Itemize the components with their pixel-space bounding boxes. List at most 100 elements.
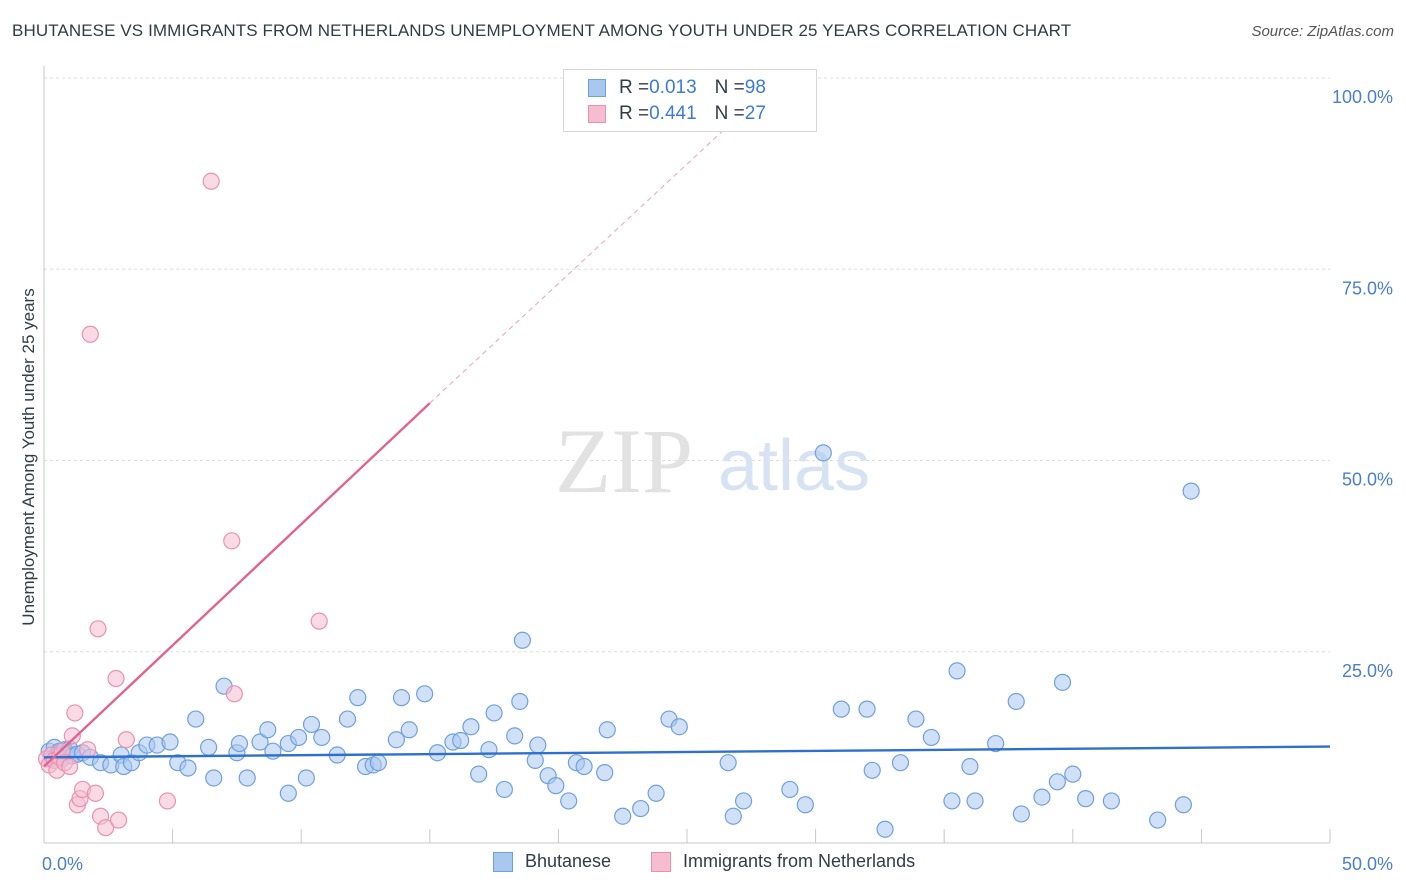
legend-swatch-blue (588, 79, 606, 97)
legend-swatch-pink (651, 851, 671, 872)
bhutanese-point (462, 718, 480, 736)
netherlands-point (66, 704, 84, 722)
y-axis-title: Unemployment Among Youth under 25 years (19, 288, 38, 625)
legend-n-value: 98 (744, 77, 766, 98)
bhutanese-point (470, 765, 488, 783)
correlation-legend: R = 0.013 N = 98 R = 0.441 N = 27 (563, 69, 817, 132)
netherlands-point (97, 819, 115, 837)
legend-r-value: 0.013 (649, 77, 697, 98)
bhutanese-point (966, 792, 984, 810)
bhutanese-point (987, 734, 1005, 753)
bhutanese-point (832, 700, 850, 718)
bhutanese-point (513, 631, 531, 649)
bhutanese-point (251, 733, 269, 751)
bhutanese-point (338, 710, 357, 728)
bhutanese-point (290, 728, 308, 747)
bhutanese-point (428, 744, 447, 762)
netherlands-point (61, 757, 79, 776)
bhutanese-trend-line (43, 745, 1331, 759)
bhutanese-point (349, 689, 367, 707)
bhutanese-point (179, 759, 197, 777)
bhutanese-point (1102, 792, 1120, 810)
bhutanese-point (1077, 790, 1095, 808)
bhutanese-point (1149, 811, 1167, 829)
bhutanese-point (302, 715, 321, 734)
netherlands-point (81, 325, 99, 343)
bhutanese-point (647, 784, 665, 802)
bhutanese-point (511, 692, 529, 711)
bhutanese-point (575, 757, 593, 776)
chart-title: BHUTANESE VS IMMIGRANTS FROM NETHERLANDS… (12, 21, 1072, 40)
bhutanese-point (734, 792, 753, 810)
watermark-atlas: atlas (718, 426, 870, 506)
bhutanese-point (614, 807, 632, 825)
trend-lines (43, 115, 1331, 768)
data-points (37, 172, 1200, 838)
bhutanese-point (485, 704, 503, 722)
legend-r-value: 0.441 (649, 103, 697, 124)
bhutanese-point (369, 754, 387, 772)
bhutanese-point (596, 764, 614, 782)
x-tick-label: 50.0% (1342, 854, 1393, 874)
bhutanese-point (922, 728, 940, 747)
bhutanese-point (858, 700, 876, 718)
netherlands-point (117, 731, 135, 749)
bhutanese-point (961, 757, 979, 776)
bhutanese-point (392, 689, 411, 707)
bhutanese-point (495, 780, 513, 799)
bhutanese-point (279, 784, 297, 802)
netherlands-point (79, 741, 97, 759)
legend-row-netherlands: R = 0.441 N = 27 (588, 102, 766, 126)
bhutanese-point (297, 769, 315, 787)
bhutanese-point (547, 777, 565, 795)
bhutanese-point (187, 710, 205, 728)
bhutanese-point (560, 792, 578, 810)
legend-n-label: N = (714, 77, 745, 98)
bhutanese-point (943, 792, 961, 810)
legend-r-label: R = (619, 103, 650, 124)
legend-item-bhutanese[interactable]: Bhutanese (493, 851, 611, 872)
legend-swatch-blue (493, 851, 513, 872)
bhutanese-point (1053, 673, 1072, 691)
bhutanese-point (161, 733, 179, 751)
bhutanese-point (416, 685, 434, 703)
bhutanese-point (907, 710, 925, 728)
bhutanese-point (1012, 805, 1030, 823)
bhutanese-point (387, 731, 405, 749)
bhutanese-point (796, 796, 814, 814)
legend-swatch-pink (588, 105, 606, 123)
bhutanese-point (891, 754, 910, 772)
y-tick-label: 75.0% (1342, 278, 1393, 298)
series-legend: Bhutanese Immigrants from Netherlands (0, 851, 1406, 877)
netherlands-point (225, 685, 243, 703)
bhutanese-point (948, 662, 966, 680)
netherlands-point (158, 792, 177, 810)
y-tick-label: 100.0% (1332, 87, 1393, 107)
legend-n-label: N = (714, 103, 745, 124)
netherlands-point (109, 811, 128, 829)
netherlands-point (223, 532, 241, 550)
netherlands-point (63, 727, 81, 745)
bhutanese-point (205, 769, 223, 787)
legend-n-value: 27 (744, 103, 766, 124)
bhutanese-point (313, 728, 331, 747)
netherlands-point (86, 784, 105, 802)
bhutanese-point (863, 761, 881, 779)
bhutanese-point (670, 718, 688, 736)
bhutanese-point (1048, 773, 1066, 791)
bhutanese-point (452, 731, 470, 750)
legend-item-netherlands[interactable]: Immigrants from Netherlands (651, 851, 915, 872)
bhutanese-point (259, 721, 277, 739)
netherlands-point (107, 669, 125, 688)
x-tick-label: 0.0% (42, 854, 83, 874)
bhutanese-point (724, 807, 742, 825)
netherlands-trend-extension (429, 115, 739, 404)
axis-ticks: 25.0% 50.0% 75.0% 100.0% 0.0% 50.0% (42, 87, 1393, 874)
legend-label-bhutanese: Bhutanese (525, 851, 612, 871)
bhutanese-point (1007, 692, 1025, 711)
y-tick-label: 50.0% (1342, 470, 1393, 490)
bhutanese-point (480, 741, 498, 759)
legend-label-netherlands: Immigrants from Netherlands (683, 851, 916, 871)
bhutanese-point (876, 820, 894, 838)
